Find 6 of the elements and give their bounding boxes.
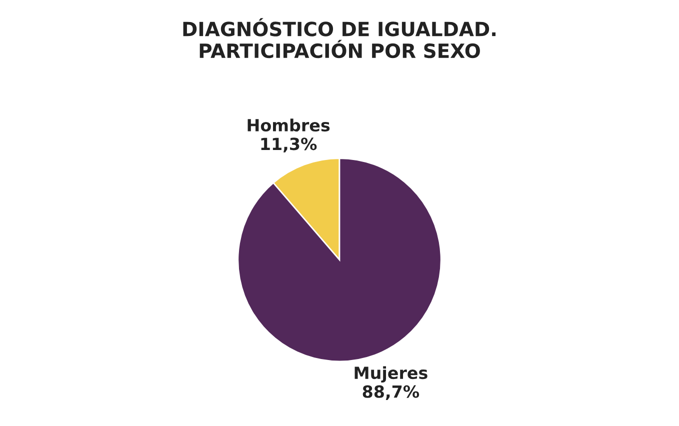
pie-slice <box>237 158 442 362</box>
chart-title: DIAGNÓSTICO DE IGUALDAD. PARTICIPACIÓN POR SEXO <box>183 18 496 58</box>
slice-label: Hombres <box>248 118 330 132</box>
data-label: 88,7% <box>362 385 420 400</box>
slice-label: Mujeres <box>354 366 428 382</box>
data-label: 11,3% <box>261 138 317 152</box>
